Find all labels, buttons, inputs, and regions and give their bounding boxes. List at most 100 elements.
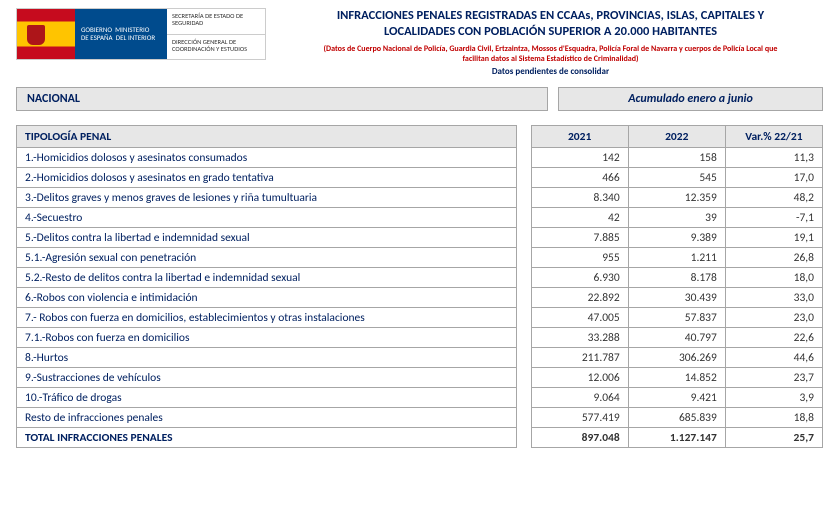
cell-2021: 7.885 (531, 228, 628, 248)
government-logo: GOBIERNO MINISTERIO DE ESPAÑA DEL INTERI… (16, 8, 266, 60)
cell-2022: 158 (628, 148, 725, 168)
cell-label: 2.-Homicidios dolosos y asesinatos en gr… (17, 168, 517, 188)
table-row: 1.-Homicidios dolosos y asesinatos consu… (17, 148, 823, 168)
cell-2022: 9.421 (628, 388, 725, 408)
cell-label: Resto de infracciones penales (17, 408, 517, 428)
cell-var: 23,7 (725, 368, 822, 388)
cell-2022: 12.359 (628, 188, 725, 208)
cell-var: 26,8 (725, 248, 822, 268)
title-line-1: INFRACCIONES PENALES REGISTRADAS EN CCAA… (337, 8, 764, 23)
cell-2021: 466 (531, 168, 628, 188)
cell-2021: 142 (531, 148, 628, 168)
table-row: 5.-Delitos contra la libertad e indemnid… (17, 228, 823, 248)
cell-var: 33,0 (725, 288, 822, 308)
cell-var: 22,6 (725, 328, 822, 348)
col-header-type: TIPOLOGÍA PENAL (17, 126, 517, 148)
table-row: 8.-Hurtos 211.787306.26944,6 (17, 348, 823, 368)
cell-2021: 8.340 (531, 188, 628, 208)
subtitle-red-1: (Datos de Cuerpo Nacional de Policía, Gu… (324, 44, 778, 54)
gov-text-2: DE ESPAÑA (81, 33, 113, 42)
cell-2022: 30.439 (628, 288, 725, 308)
subtitle-red: (Datos de Cuerpo Nacional de Policía, Gu… (278, 45, 823, 64)
table-row: 3.-Delitos graves y menos graves de lesi… (17, 188, 823, 208)
col-header-var: Var.% 22/21 (725, 126, 822, 148)
col-header-2021: 2021 (531, 126, 628, 148)
cell-var: 44,6 (725, 348, 822, 368)
scope-period: Acumulado enero a junio (558, 87, 823, 111)
cell-total-2021: 897.048 (531, 428, 628, 448)
cell-total-2022: 1.127.147 (628, 428, 725, 448)
table-row: 2.-Homicidios dolosos y asesinatos en gr… (17, 168, 823, 188)
cell-2022: 306.269 (628, 348, 725, 368)
table-row: 9.-Sustracciones de vehículos 12.00614.85… (17, 368, 823, 388)
cell-var: 3,9 (725, 388, 822, 408)
table-total-row: TOTAL INFRACCIONES PENALES 897.0481.127.1… (17, 428, 823, 448)
crime-stats-table: TIPOLOGÍA PENAL 2021 2022 Var.% 22/21 1.… (16, 125, 823, 448)
cell-var: 23,0 (725, 308, 822, 328)
cell-2022: 39 (628, 208, 725, 228)
table-row: Resto de infracciones penales 577.419685.… (17, 408, 823, 428)
cell-label: 6.-Robos con violencia e intimidación (17, 288, 517, 308)
subtitle-red-2: facilitan datos al Sistema Estadístico d… (463, 54, 639, 64)
cell-2022: 57.837 (628, 308, 725, 328)
cell-2022: 1.211 (628, 248, 725, 268)
cell-2021: 9.064 (531, 388, 628, 408)
ministry-label: GOBIERNO MINISTERIO DE ESPAÑA DEL INTERI… (75, 9, 167, 59)
secretary-bot: DIRECCIÓN GENERAL DE COORDINACIÓN Y ESTU… (167, 35, 265, 60)
table-header-row: TIPOLOGÍA PENAL 2021 2022 Var.% 22/21 (17, 126, 823, 148)
col-header-2022: 2022 (628, 126, 725, 148)
cell-total-var: 25,7 (725, 428, 822, 448)
cell-label: 9.-Sustracciones de vehículos (17, 368, 517, 388)
cell-var: 48,2 (725, 188, 822, 208)
cell-label: 10.-Tráfico de drogas (17, 388, 517, 408)
cell-2022: 40.797 (628, 328, 725, 348)
cell-2021: 42 (531, 208, 628, 228)
cell-2021: 47.005 (531, 308, 628, 328)
title-line-2: LOCALIDADES CON POBLACIÓN SUPERIOR A 20.… (384, 24, 717, 39)
table-row: 10.-Tráfico de drogas 9.0649.4213,9 (17, 388, 823, 408)
cell-2021: 12.006 (531, 368, 628, 388)
spain-flag-icon (17, 9, 75, 59)
scope-region: NACIONAL (16, 87, 548, 111)
cell-2021: 6.930 (531, 268, 628, 288)
table-row: 5.2.-Resto de delitos contra la libertad… (17, 268, 823, 288)
cell-label: 5.-Delitos contra la libertad e indemnid… (17, 228, 517, 248)
cell-var: -7,1 (725, 208, 822, 228)
document-header: GOBIERNO MINISTERIO DE ESPAÑA DEL INTERI… (16, 8, 823, 77)
cell-var: 18,0 (725, 268, 822, 288)
cell-label: 5.2.-Resto de delitos contra la libertad… (17, 268, 517, 288)
cell-2021: 22.892 (531, 288, 628, 308)
cell-label: 7.1.-Robos con fuerza en domicilios (17, 328, 517, 348)
cell-label: 7.- Robos con fuerza en domicilios, esta… (17, 308, 517, 328)
min-text-2: DEL INTERIOR (116, 33, 155, 42)
cell-2021: 955 (531, 248, 628, 268)
cell-var: 11,3 (725, 148, 822, 168)
cell-2022: 8.178 (628, 268, 725, 288)
cell-var: 17,0 (725, 168, 822, 188)
main-title: INFRACCIONES PENALES REGISTRADAS EN CCAA… (278, 8, 823, 39)
cell-total-label: TOTAL INFRACCIONES PENALES (17, 428, 517, 448)
cell-2021: 211.787 (531, 348, 628, 368)
cell-var: 19,1 (725, 228, 822, 248)
table-row: 5.1.-Agresión sexual con penetración9551… (17, 248, 823, 268)
scope-bands: NACIONAL Acumulado enero a junio (16, 87, 823, 111)
cell-2021: 577.419 (531, 408, 628, 428)
secretary-label: SECRETARÍA DE ESTADO DE SEGURIDAD DIRECC… (167, 9, 265, 59)
secretary-top: SECRETARÍA DE ESTADO DE SEGURIDAD (167, 9, 265, 35)
cell-2022: 14.852 (628, 368, 725, 388)
table-row: 7.- Robos con fuerza en domicilios, esta… (17, 308, 823, 328)
cell-label: 8.-Hurtos (17, 348, 517, 368)
cell-2021: 33.288 (531, 328, 628, 348)
title-block: INFRACCIONES PENALES REGISTRADAS EN CCAA… (278, 8, 823, 77)
table-row: 6.-Robos con violencia e intimidación 22.… (17, 288, 823, 308)
cell-label: 1.-Homicidios dolosos y asesinatos consu… (17, 148, 517, 168)
cell-label: 3.-Delitos graves y menos graves de lesi… (17, 188, 517, 208)
cell-2022: 9.389 (628, 228, 725, 248)
cell-label: 4.-Secuestro (17, 208, 517, 228)
subtitle-blue: Datos pendientes de consolidar (278, 66, 823, 77)
table-row: 7.1.-Robos con fuerza en domicilios 33.28… (17, 328, 823, 348)
table-row: 4.-Secuestro 4239-7,1 (17, 208, 823, 228)
cell-2022: 685.839 (628, 408, 725, 428)
cell-2022: 545 (628, 168, 725, 188)
cell-var: 18,8 (725, 408, 822, 428)
